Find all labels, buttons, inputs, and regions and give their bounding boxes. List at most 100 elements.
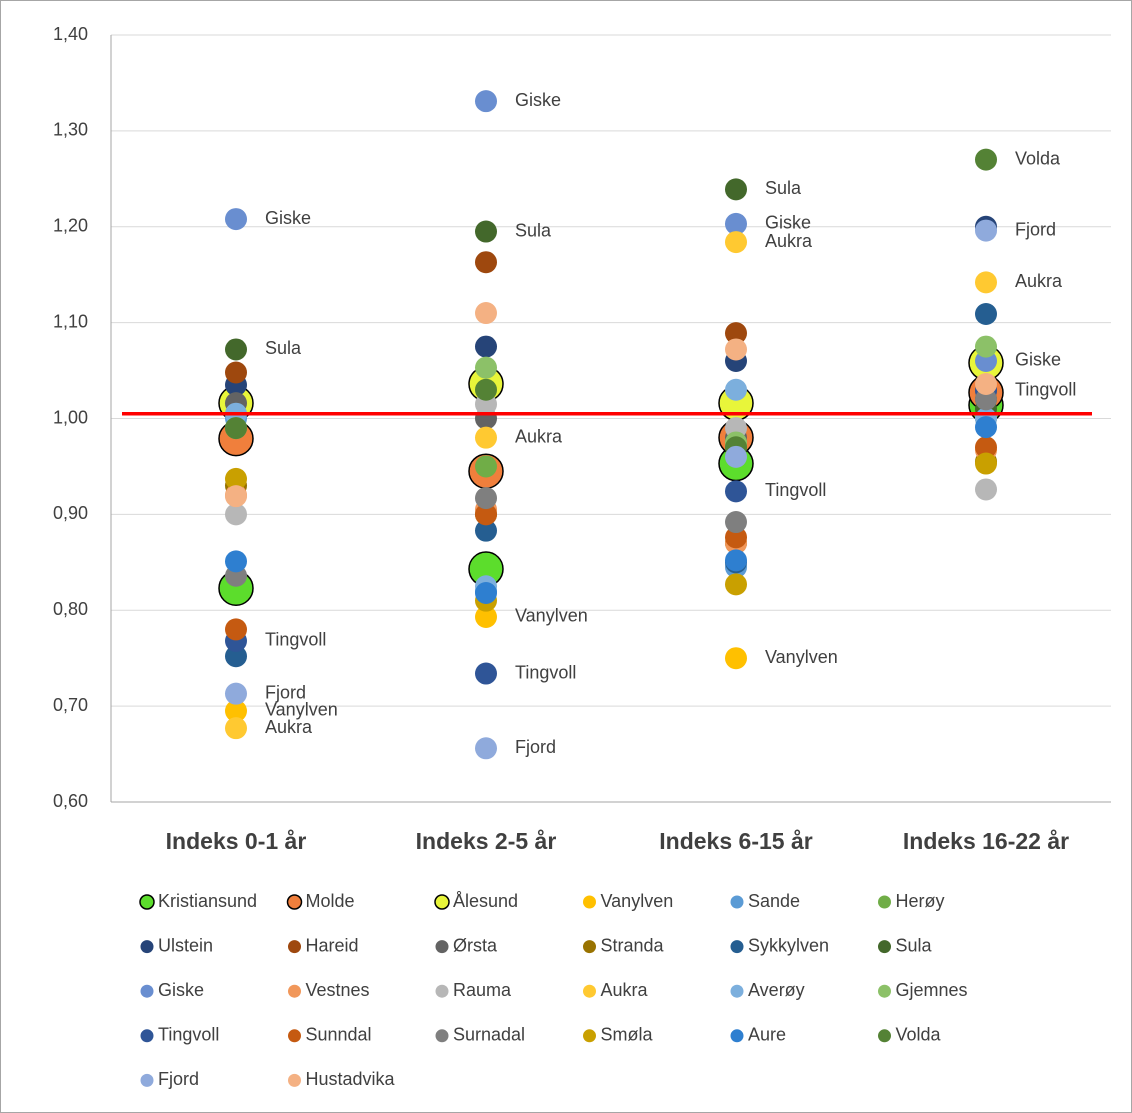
legend-label: Hareid: [306, 935, 359, 955]
dot: [225, 717, 247, 740]
point-label: Giske: [265, 208, 311, 228]
dot: [725, 573, 747, 596]
legend-label: Aukra: [601, 980, 649, 1000]
legend-label: Rauma: [453, 980, 512, 1000]
dot: [725, 549, 747, 572]
legend-marker: [288, 1073, 301, 1087]
dot: [975, 388, 997, 411]
dot: [975, 302, 997, 325]
dot: [975, 219, 997, 242]
legend-label: Hustadvika: [306, 1069, 396, 1089]
dot: [725, 511, 747, 534]
legend-label: Ørsta: [453, 935, 498, 955]
dot: [475, 503, 497, 526]
point-label: Fjord: [515, 737, 556, 757]
dot: [975, 372, 997, 395]
legend-label: Stranda: [601, 935, 665, 955]
dot: [725, 647, 747, 670]
legend-marker: [435, 940, 449, 954]
legend-label: Sykkylven: [748, 935, 829, 955]
legend-marker: [583, 895, 596, 909]
legend-label: Aure: [748, 1025, 786, 1045]
legend-marker: [139, 894, 155, 910]
dot: [225, 485, 247, 508]
dot: [975, 335, 997, 358]
legend-label: Surnadal: [453, 1025, 525, 1045]
dot: [975, 148, 997, 171]
dot: [475, 662, 497, 685]
legend-label: Sunndal: [306, 1025, 372, 1045]
point-label: Aukra: [765, 231, 813, 251]
legend-marker: [435, 1029, 449, 1043]
legend-marker: [878, 940, 891, 954]
legend-label: Fjord: [158, 1069, 199, 1089]
legend-label: Tingvoll: [158, 1025, 219, 1045]
legend-label: Vestnes: [306, 980, 370, 1000]
legend-marker: [583, 940, 596, 954]
point-label: Tingvoll: [515, 662, 576, 682]
y-tick-label: 1,30: [53, 120, 88, 140]
y-tick-label: 0,60: [53, 791, 88, 811]
dot: [475, 378, 497, 401]
dot: [975, 452, 997, 475]
y-tick-label: 1,10: [53, 311, 88, 331]
y-tick-label: 1,00: [53, 407, 88, 427]
dot: [225, 338, 247, 361]
dot: [225, 550, 247, 573]
dot: [475, 737, 497, 760]
dot: [475, 220, 497, 243]
dot: [725, 480, 747, 503]
dot: [475, 251, 497, 274]
legend-marker: [730, 984, 744, 998]
dot: [725, 445, 747, 468]
legend-marker: [878, 895, 891, 909]
legend-marker: [583, 984, 596, 998]
dot: [225, 618, 247, 641]
legend-marker: [140, 1029, 154, 1043]
legend-marker: [288, 940, 301, 954]
legend-label: Gjemnes: [896, 980, 968, 1000]
dot: [475, 356, 497, 379]
legend-marker: [435, 984, 449, 998]
dot: [225, 699, 247, 722]
point-label: Sula: [515, 220, 552, 240]
dot: [225, 682, 247, 705]
point-label: Tingvoll: [265, 630, 326, 650]
y-tick-label: 1,20: [53, 216, 88, 236]
point-label: Aukra: [265, 717, 313, 737]
dot: [975, 271, 997, 294]
point-label: Vanylven: [265, 700, 338, 720]
legend-label: Molde: [306, 891, 355, 911]
point-label: Aukra: [1015, 271, 1063, 291]
legend-label: Sande: [748, 891, 800, 911]
legend-label: Giske: [158, 980, 204, 1000]
legend-marker: [878, 984, 891, 998]
point-label: Tingvoll: [1015, 379, 1076, 399]
point-label: Sula: [765, 178, 802, 198]
x-tick-label: Indeks 16-22 år: [903, 828, 1069, 854]
legend-label: Herøy: [896, 891, 945, 911]
dot: [975, 478, 997, 501]
dot: [725, 526, 747, 549]
legend-label: Smøla: [601, 1025, 654, 1045]
dot: [725, 231, 747, 254]
dot: [475, 455, 497, 478]
point-label: Giske: [765, 213, 811, 233]
dot: [225, 417, 247, 440]
x-tick-label: Indeks 0-1 år: [166, 828, 307, 854]
dot: [725, 212, 747, 235]
y-tick-label: 1,40: [53, 24, 88, 44]
dot: [225, 645, 247, 668]
dot: [975, 436, 997, 459]
point-label: Vanylven: [515, 606, 588, 626]
point-label: Sula: [265, 338, 302, 358]
dot: [725, 322, 747, 345]
legend-label: Ulstein: [158, 935, 213, 955]
point-label: Aukra: [515, 426, 563, 446]
legend-marker: [730, 895, 744, 909]
dot: [225, 467, 247, 490]
dot: [475, 302, 497, 325]
legend-marker: [288, 1029, 301, 1043]
